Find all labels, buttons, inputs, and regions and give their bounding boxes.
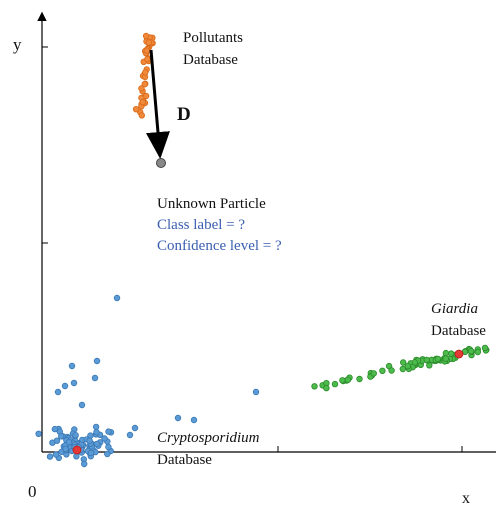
- particle-dot: [131, 424, 139, 432]
- particle-dot: [105, 428, 112, 435]
- cluster-name: Cryptosporidium: [157, 430, 260, 446]
- particle-dot: [141, 80, 148, 88]
- particle-dot: [434, 355, 442, 363]
- particle-dot: [474, 348, 481, 356]
- particle-dot: [404, 363, 411, 370]
- particle-dot: [87, 449, 95, 457]
- distance-arrow: [146, 49, 170, 159]
- particle-dot: [86, 437, 93, 444]
- particle-dot: [101, 435, 108, 442]
- class-label: Class label = ?: [157, 217, 245, 233]
- clusters: [35, 32, 490, 468]
- particle-dot: [344, 376, 352, 384]
- particle-dot: [370, 370, 377, 377]
- y-label: y: [13, 35, 22, 54]
- cluster-label: Database: [183, 52, 238, 68]
- particle-dot: [93, 440, 101, 448]
- particle-dot: [93, 357, 101, 365]
- particle-dot: [104, 450, 111, 458]
- particle-dot: [442, 355, 449, 362]
- particle-dot: [144, 56, 151, 63]
- origin-label: 0: [28, 482, 37, 501]
- cluster-name: Giardia: [431, 301, 478, 317]
- particle-dot: [139, 98, 146, 106]
- particle-dot: [379, 367, 386, 374]
- cluster-label: Database: [431, 323, 486, 339]
- particle-dot: [65, 439, 73, 446]
- distance-label: D: [177, 104, 191, 125]
- particle-dot: [448, 350, 455, 357]
- particle-dot: [51, 425, 59, 433]
- particle-dot: [54, 388, 62, 396]
- particle-dot: [388, 367, 395, 374]
- particle-dot: [145, 39, 152, 46]
- particle-dot: [143, 47, 150, 54]
- particle-dot: [46, 453, 54, 460]
- particle-dot: [339, 377, 346, 384]
- confidence-label: Confidence level = ?: [157, 238, 282, 254]
- particle-dot: [80, 460, 88, 468]
- particle-dot: [78, 401, 86, 409]
- particle-dot: [400, 359, 407, 366]
- particle-dot: [142, 92, 150, 100]
- particle-dot: [252, 388, 260, 396]
- particle-dot: [467, 348, 475, 355]
- particle-dot: [411, 359, 418, 366]
- particle-dot: [423, 356, 430, 364]
- cluster-label: Database: [157, 452, 212, 468]
- unknown-title: Unknown Particle: [157, 196, 266, 212]
- particle-dot: [92, 423, 100, 431]
- particle-dot: [454, 349, 464, 359]
- x-label: x: [462, 490, 470, 507]
- particle-dot: [58, 433, 65, 440]
- particle-dot: [52, 451, 60, 458]
- unknown-particle: [156, 158, 166, 168]
- particle-dot: [93, 429, 100, 436]
- particle-dot: [356, 375, 363, 383]
- particle-dot: [132, 105, 140, 113]
- particle-dot: [72, 432, 79, 439]
- particle-dot: [138, 85, 145, 92]
- particle-dot: [126, 431, 134, 439]
- cluster-name: Pollutants: [183, 30, 243, 46]
- particle-dot: [91, 374, 99, 382]
- particle-dot: [70, 379, 78, 387]
- particle-dot: [61, 382, 69, 390]
- particle-dot: [72, 445, 82, 455]
- particle-dot: [174, 414, 182, 422]
- particle-dot: [53, 437, 61, 444]
- particle-dot: [113, 294, 121, 302]
- particle-dot: [442, 349, 450, 357]
- particle-dot: [68, 362, 76, 370]
- particle-dot: [35, 430, 42, 437]
- particle-dot: [399, 365, 406, 373]
- particle-dot: [142, 69, 149, 76]
- particle-dot: [481, 344, 489, 352]
- particle-dot: [331, 380, 339, 388]
- particle-dot: [311, 383, 318, 390]
- particle-dot: [62, 445, 69, 453]
- particle-dot: [138, 112, 145, 119]
- particle-dot: [323, 384, 330, 392]
- particle-dot: [105, 443, 112, 451]
- particle-dot: [142, 32, 150, 40]
- particle-dot: [190, 416, 198, 424]
